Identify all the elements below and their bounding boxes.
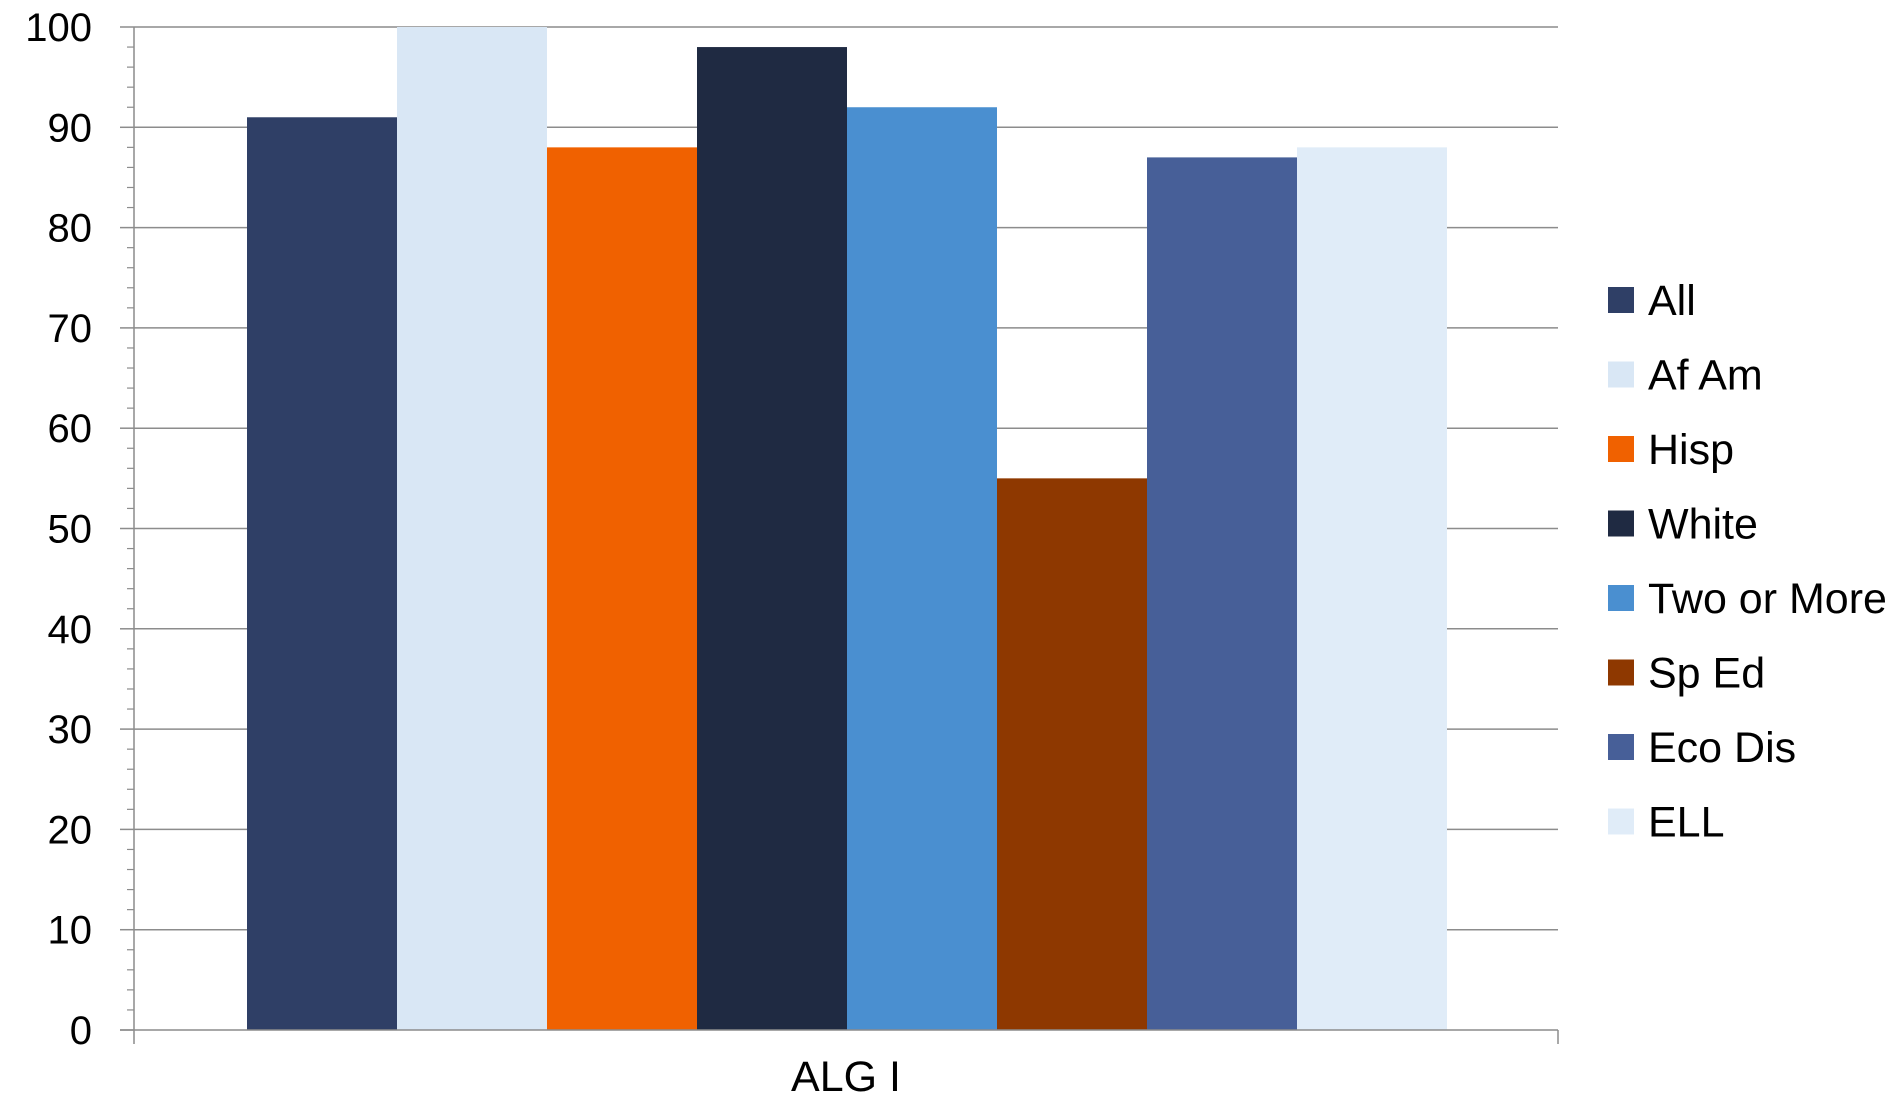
legend-item: All	[1608, 277, 1696, 325]
legend-item: Hisp	[1608, 426, 1734, 474]
legend-swatch	[1608, 734, 1634, 760]
legend-label: ELL	[1648, 799, 1725, 847]
y-tick-label: 30	[48, 708, 93, 752]
y-tick-label: 100	[25, 6, 92, 50]
legend-swatch	[1608, 436, 1634, 462]
bar-two-or-more	[847, 107, 997, 1030]
legend: All Af Am Hisp White Two or More Sp Ed Eco Dis…	[1608, 277, 1887, 847]
bar-af-am	[397, 27, 547, 1030]
y-tick-label: 60	[48, 407, 93, 451]
bars	[247, 27, 1447, 1030]
legend-item: ELL	[1608, 799, 1725, 847]
legend-swatch	[1608, 809, 1634, 835]
legend-label: Eco Dis	[1648, 724, 1796, 772]
x-category-label: ALG I	[791, 1053, 901, 1101]
legend-swatch	[1608, 362, 1634, 388]
bar-hisp	[547, 147, 697, 1030]
legend-label: Sp Ed	[1648, 650, 1765, 698]
legend-item: Two or More	[1608, 575, 1887, 623]
legend-label: All	[1648, 277, 1696, 325]
x-category-labels: ALG I	[791, 1053, 901, 1101]
bar-ell	[1297, 147, 1447, 1030]
y-tick-label: 50	[48, 508, 93, 552]
legend-item: Sp Ed	[1608, 650, 1765, 698]
y-tick-label: 0	[70, 1009, 92, 1053]
bar-white	[697, 47, 847, 1030]
legend-item: Af Am	[1608, 352, 1763, 400]
legend-label: Af Am	[1648, 352, 1763, 400]
legend-item: White	[1608, 501, 1758, 549]
legend-label: Two or More	[1648, 575, 1887, 623]
y-tick-label: 70	[48, 307, 93, 351]
legend-label: Hisp	[1648, 426, 1734, 474]
bar-all	[247, 117, 397, 1030]
y-tick-labels: 0 10 20 30 40 50 60 70 80 90 100	[25, 6, 92, 1053]
y-tick-label: 40	[48, 608, 93, 652]
bar-sp-ed	[997, 478, 1147, 1030]
y-tick-label: 10	[48, 909, 93, 953]
legend-item: Eco Dis	[1608, 724, 1796, 772]
y-tick-label: 20	[48, 808, 93, 852]
legend-swatch	[1608, 585, 1634, 611]
y-tick-label: 90	[48, 106, 93, 150]
legend-swatch	[1608, 511, 1634, 537]
y-tick-label: 80	[48, 207, 93, 251]
legend-label: White	[1648, 501, 1758, 549]
legend-swatch	[1608, 660, 1634, 686]
bar-eco-dis	[1147, 157, 1297, 1030]
legend-swatch	[1608, 287, 1634, 313]
